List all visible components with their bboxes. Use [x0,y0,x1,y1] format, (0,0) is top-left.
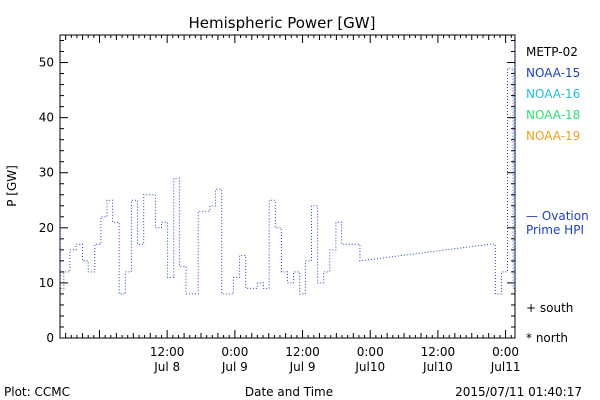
x-tick-label-date: Jul 9 [221,360,248,374]
plot-timestamp: 2015/07/11 01:40:17 [455,385,582,399]
y-tick-label: 0 [46,331,54,345]
legend-ovation-line1: — Ovation [526,209,589,223]
x-tick-label-time: 12:00 [285,345,320,359]
plot-source: Plot: CCMC [4,385,70,399]
legend-north: * north [526,331,568,345]
x-tick-label-date: Jul 8 [153,360,180,374]
legend-south: + south [526,301,573,315]
x-tick-label-date: Jul10 [354,360,385,374]
x-tick-label-date: Jul11 [490,360,521,374]
y-tick-label: 30 [39,166,54,180]
legend-entry: NOAA-15 [526,66,580,80]
x-tick-label-date: Jul 9 [289,360,316,374]
chart-axes [59,34,516,339]
legend-ovation-line2: Prime HPI [526,223,584,237]
series-layer [59,40,516,295]
x-tick-label-date: Jul10 [422,360,453,374]
legend-entry: NOAA-16 [526,87,580,101]
series-ovation-hpi-line [59,40,516,295]
x-tick-label-time: 0:00 [221,345,248,359]
x-tick-label-time: 0:00 [357,345,384,359]
y-axis-label: P [GW] [5,165,19,207]
x-tick-label-time: 12:00 [421,345,456,359]
chart-title: Hemispheric Power [GW] [189,14,376,32]
x-tick-label-time: 0:00 [492,345,519,359]
x-tick-label-time: 12:00 [150,345,185,359]
plot-frame [59,34,516,339]
x-axis-label: Date and Time [245,385,333,399]
y-tick-label: 20 [39,221,54,235]
y-tick-label: 40 [39,111,54,125]
legend-entry: NOAA-18 [526,108,580,122]
legend-entry: METP-02 [526,45,578,59]
y-tick-label: 50 [39,56,54,70]
y-tick-label: 10 [39,276,54,290]
legend: METP-02 NOAA-15 NOAA-16 NOAA-18 NOAA-19 — Ova… [526,45,589,345]
legend-entry: NOAA-19 [526,129,580,143]
